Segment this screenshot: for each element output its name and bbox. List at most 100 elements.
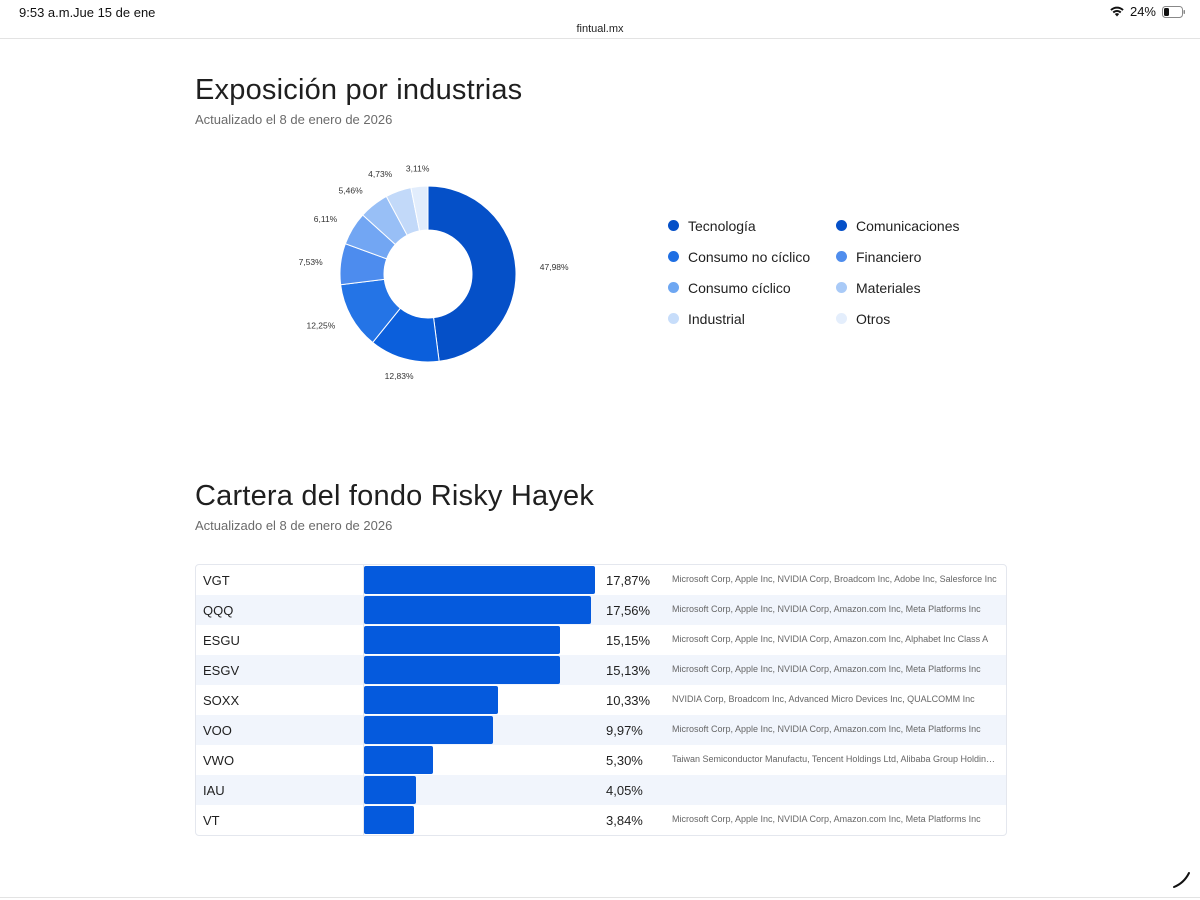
portfolio-title: Cartera del fondo Risky Hayek: [195, 480, 595, 512]
fund-ticker: IAU: [203, 783, 225, 798]
donut-slice-label: 12,83%: [385, 371, 414, 381]
allocation-percent: 9,97%: [606, 723, 643, 738]
top-holdings: Microsoft Corp, Apple Inc, NVIDIA Corp, …: [672, 604, 981, 614]
column-divider: [363, 745, 364, 775]
status-date: Jue 15 de ene: [73, 5, 156, 20]
allocation-bar: [364, 686, 498, 714]
fund-ticker: VGT: [203, 573, 230, 588]
fund-ticker: VWO: [203, 753, 235, 768]
legend-label: Materiales: [856, 279, 921, 296]
allocation-bar: [364, 776, 417, 804]
top-divider: [0, 38, 1200, 39]
legend-swatch: [836, 251, 847, 262]
status-bar: 9:53 a.m. Jue 15 de ene 24%: [0, 0, 1200, 24]
table-row[interactable]: VGT 17,87% Microsoft Corp, Apple Inc, NVID…: [196, 565, 1006, 595]
table-row[interactable]: ESGU 15,15% Microsoft Corp, Apple Inc, NVI…: [196, 625, 1006, 655]
top-holdings: Taiwan Semiconductor Manufactu, Tencent …: [672, 754, 998, 764]
portfolio-table: VGT 17,87% Microsoft Corp, Apple Inc, NVID…: [195, 564, 1007, 836]
fund-ticker: VOO: [203, 723, 232, 738]
bottom-divider: [0, 897, 1200, 898]
industries-updated: Actualizado el 8 de enero de 2026: [195, 112, 393, 127]
allocation-percent: 10,33%: [606, 693, 651, 708]
allocation-bar: [364, 626, 560, 654]
legend-item: Industrial: [668, 309, 836, 328]
scroll-indicator-icon: [1172, 869, 1192, 894]
allocation-percent: 15,13%: [606, 663, 651, 678]
legend-swatch: [668, 251, 679, 262]
legend-item: Materiales: [836, 278, 1004, 297]
legend-item: Otros: [836, 309, 1004, 328]
table-row[interactable]: QQQ 17,56% Microsoft Corp, Apple Inc, NVID…: [196, 595, 1006, 625]
legend-item: Consumo no cíclico: [668, 247, 836, 266]
allocation-bar: [364, 806, 414, 834]
donut-slice-label: 3,11%: [406, 164, 430, 174]
donut-slice-label: 6,11%: [314, 214, 338, 224]
legend-label: Consumo no cíclico: [688, 248, 811, 265]
fund-ticker: SOXX: [203, 693, 240, 708]
donut-slice-label: 4,73%: [368, 169, 393, 179]
allocation-bar: [364, 746, 433, 774]
top-holdings: NVIDIA Corp, Broadcom Inc, Advanced Micr…: [672, 694, 975, 704]
donut-slice: [427, 185, 517, 362]
allocation-percent: 15,15%: [606, 633, 651, 648]
legend-item: Tecnología: [668, 216, 836, 235]
fund-ticker: QQQ: [203, 603, 234, 618]
legend-label: Consumo cíclico: [688, 279, 791, 296]
legend-label: Comunicaciones: [856, 217, 960, 234]
legend-swatch: [668, 220, 679, 231]
legend-swatch: [836, 313, 847, 324]
allocation-bar: [364, 656, 560, 684]
industry-legend: Tecnología Comunicaciones Consumo no cícli…: [668, 216, 1008, 328]
legend-label: Financiero: [856, 248, 922, 265]
column-divider: [363, 685, 364, 715]
wifi-icon: [1110, 6, 1124, 17]
fund-ticker: ESGU: [203, 633, 240, 648]
legend-item: Consumo cíclico: [668, 278, 836, 297]
table-row[interactable]: SOXX 10,33% NVIDIA Corp, Broadcom Inc, Adv…: [196, 685, 1006, 715]
legend-label: Tecnología: [688, 217, 756, 234]
legend-swatch: [668, 282, 679, 293]
allocation-bar: [364, 716, 493, 744]
table-row[interactable]: VT 3,84% Microsoft Corp, Apple Inc, NVIDIA…: [196, 805, 1006, 835]
table-row[interactable]: VWO 5,30% Taiwan Semiconductor Manufactu, …: [196, 745, 1006, 775]
donut-slice-label: 12,25%: [306, 320, 335, 330]
column-divider: [363, 625, 364, 655]
status-time: 9:53 a.m.: [19, 5, 74, 20]
allocation-percent: 17,87%: [606, 573, 651, 588]
status-indicators: 24%: [1110, 4, 1186, 19]
table-row[interactable]: VOO 9,97% Microsoft Corp, Apple Inc, NVIDI…: [196, 715, 1006, 745]
legend-label: Otros: [856, 310, 891, 327]
portfolio-updated: Actualizado el 8 de enero de 2026: [195, 518, 393, 533]
battery-percent: 24%: [1129, 4, 1156, 19]
top-holdings: Microsoft Corp, Apple Inc, NVIDIA Corp, …: [672, 664, 981, 674]
legend-label: Industrial: [688, 310, 745, 327]
table-row[interactable]: ESGV 15,13% Microsoft Corp, Apple Inc, NVI…: [196, 655, 1006, 685]
legend-swatch: [836, 282, 847, 293]
top-holdings: Microsoft Corp, Apple Inc, NVIDIA Corp, …: [672, 814, 981, 824]
allocation-bar: [364, 566, 595, 594]
industry-donut-chart: 47,98% 12,83% 12,25% 7,53% 6,11% 5,46% 4,73% 3,…: [299, 164, 569, 381]
industries-title: Exposición por industrias: [195, 74, 523, 106]
top-holdings: Microsoft Corp, Apple Inc, NVIDIA Corp, …: [672, 724, 981, 734]
donut-slice-label: 5,46%: [339, 186, 364, 196]
allocation-bar: [364, 596, 591, 624]
legend-item: Financiero: [836, 247, 1004, 266]
fund-ticker: VT: [203, 813, 220, 828]
legend-item: Comunicaciones: [836, 216, 1004, 235]
column-divider: [363, 565, 364, 595]
column-divider: [363, 775, 364, 805]
donut-slice: [410, 185, 429, 232]
column-divider: [363, 715, 364, 745]
column-divider: [363, 655, 364, 685]
table-row[interactable]: IAU 4,05%: [196, 775, 1006, 805]
legend-swatch: [836, 220, 847, 231]
url-bar[interactable]: fintual.mx: [576, 23, 624, 35]
allocation-percent: 5,30%: [606, 753, 643, 768]
allocation-percent: 3,84%: [606, 813, 643, 828]
battery-icon: [1162, 5, 1186, 18]
legend-swatch: [668, 313, 679, 324]
top-holdings: Microsoft Corp, Apple Inc, NVIDIA Corp, …: [672, 634, 989, 644]
column-divider: [363, 805, 364, 835]
allocation-percent: 17,56%: [606, 603, 651, 618]
donut-slice-label: 7,53%: [299, 257, 324, 267]
